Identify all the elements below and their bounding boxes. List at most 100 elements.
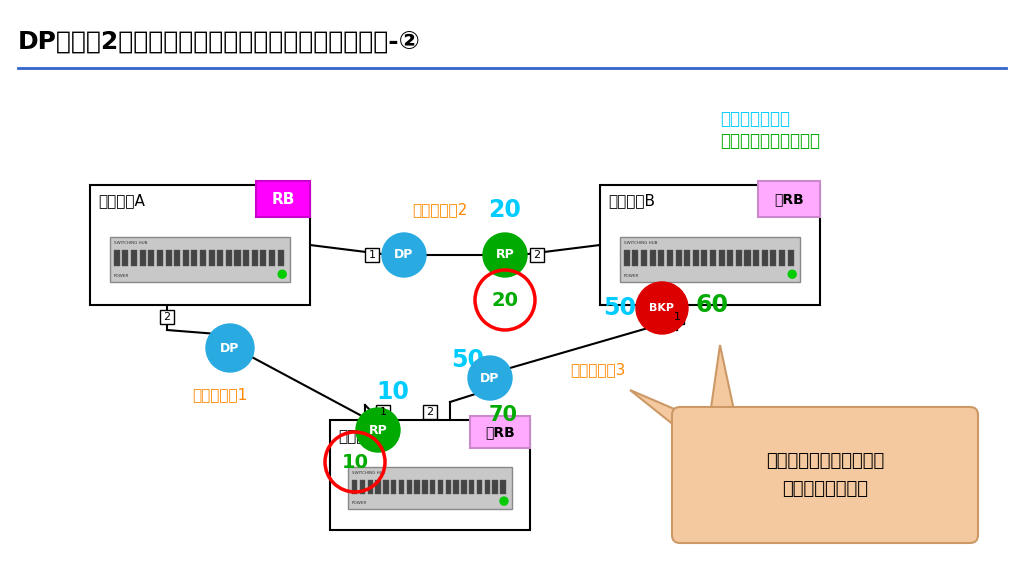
FancyBboxPatch shape bbox=[445, 480, 451, 495]
FancyBboxPatch shape bbox=[500, 480, 506, 495]
Text: SWITCHING HUB: SWITCHING HUB bbox=[352, 471, 385, 475]
FancyBboxPatch shape bbox=[123, 250, 128, 266]
Text: 非RB: 非RB bbox=[774, 192, 804, 206]
Text: スイッチB: スイッチB bbox=[608, 193, 655, 208]
FancyBboxPatch shape bbox=[493, 480, 498, 495]
Text: BKP: BKP bbox=[649, 303, 675, 313]
FancyBboxPatch shape bbox=[398, 480, 404, 495]
Text: スイッチA: スイッチA bbox=[98, 193, 144, 208]
FancyBboxPatch shape bbox=[469, 480, 474, 495]
FancyBboxPatch shape bbox=[530, 248, 544, 262]
Text: セグメント1: セグメント1 bbox=[193, 387, 248, 403]
Text: 10: 10 bbox=[341, 452, 369, 472]
FancyBboxPatch shape bbox=[438, 480, 443, 495]
FancyBboxPatch shape bbox=[252, 250, 258, 266]
FancyBboxPatch shape bbox=[182, 250, 188, 266]
FancyBboxPatch shape bbox=[779, 250, 785, 266]
FancyBboxPatch shape bbox=[260, 250, 266, 266]
Text: セグメント2: セグメント2 bbox=[413, 203, 468, 217]
Text: 50: 50 bbox=[603, 296, 637, 320]
FancyBboxPatch shape bbox=[90, 185, 310, 305]
FancyBboxPatch shape bbox=[407, 480, 412, 495]
FancyBboxPatch shape bbox=[477, 480, 482, 495]
Text: 70: 70 bbox=[488, 405, 517, 425]
FancyBboxPatch shape bbox=[157, 250, 163, 266]
Text: POWER: POWER bbox=[352, 501, 368, 505]
Text: 2: 2 bbox=[164, 312, 171, 322]
FancyBboxPatch shape bbox=[330, 420, 530, 530]
Text: RB: RB bbox=[271, 192, 295, 206]
Circle shape bbox=[382, 233, 426, 277]
Text: セグメント3: セグメント3 bbox=[570, 363, 626, 377]
Text: スイッチC: スイッチC bbox=[338, 428, 385, 443]
Text: 非RB: 非RB bbox=[485, 425, 515, 439]
FancyBboxPatch shape bbox=[269, 250, 275, 266]
FancyBboxPatch shape bbox=[422, 480, 428, 495]
FancyBboxPatch shape bbox=[633, 250, 638, 266]
FancyBboxPatch shape bbox=[667, 250, 673, 266]
Text: 10: 10 bbox=[377, 380, 410, 404]
Text: SWITCHING HUB: SWITCHING HUB bbox=[624, 241, 657, 244]
FancyBboxPatch shape bbox=[461, 480, 467, 495]
Circle shape bbox=[788, 270, 797, 278]
Circle shape bbox=[636, 282, 688, 334]
FancyBboxPatch shape bbox=[191, 250, 198, 266]
FancyBboxPatch shape bbox=[454, 480, 459, 495]
FancyBboxPatch shape bbox=[727, 250, 733, 266]
Text: DP: DP bbox=[394, 248, 414, 261]
Polygon shape bbox=[630, 390, 700, 430]
Text: 1: 1 bbox=[380, 407, 386, 417]
Text: RP: RP bbox=[496, 248, 514, 261]
Text: 1: 1 bbox=[369, 250, 376, 260]
Text: 2: 2 bbox=[534, 250, 541, 260]
FancyBboxPatch shape bbox=[736, 250, 742, 266]
FancyBboxPatch shape bbox=[139, 250, 145, 266]
Polygon shape bbox=[710, 345, 735, 415]
FancyBboxPatch shape bbox=[114, 250, 120, 266]
Text: DPケース2：最小ルートパスコストで決定する場合-②: DPケース2：最小ルートパスコストで決定する場合-② bbox=[18, 30, 421, 54]
FancyBboxPatch shape bbox=[226, 250, 231, 266]
Text: POWER: POWER bbox=[114, 274, 129, 278]
FancyBboxPatch shape bbox=[348, 467, 512, 509]
FancyBboxPatch shape bbox=[131, 250, 137, 266]
FancyBboxPatch shape bbox=[719, 250, 725, 266]
FancyBboxPatch shape bbox=[365, 248, 379, 262]
FancyBboxPatch shape bbox=[684, 250, 690, 266]
Text: 2: 2 bbox=[426, 407, 433, 417]
Text: POWER: POWER bbox=[624, 274, 639, 278]
Circle shape bbox=[206, 324, 254, 372]
FancyBboxPatch shape bbox=[658, 250, 665, 266]
FancyBboxPatch shape bbox=[701, 250, 708, 266]
FancyBboxPatch shape bbox=[391, 480, 396, 495]
FancyBboxPatch shape bbox=[484, 480, 490, 495]
FancyBboxPatch shape bbox=[676, 250, 682, 266]
FancyBboxPatch shape bbox=[209, 250, 215, 266]
FancyBboxPatch shape bbox=[352, 480, 357, 495]
FancyBboxPatch shape bbox=[148, 250, 155, 266]
FancyBboxPatch shape bbox=[200, 250, 206, 266]
FancyBboxPatch shape bbox=[166, 250, 172, 266]
Text: DP: DP bbox=[480, 372, 500, 384]
FancyBboxPatch shape bbox=[359, 480, 366, 495]
Text: 50: 50 bbox=[452, 348, 484, 372]
FancyBboxPatch shape bbox=[787, 250, 794, 266]
FancyBboxPatch shape bbox=[430, 480, 435, 495]
FancyBboxPatch shape bbox=[762, 250, 768, 266]
Text: 20: 20 bbox=[488, 198, 521, 222]
FancyBboxPatch shape bbox=[641, 250, 647, 266]
FancyBboxPatch shape bbox=[624, 250, 630, 266]
Text: ここのルートパスコスト
を見る訳ではない: ここのルートパスコスト を見る訳ではない bbox=[766, 452, 884, 498]
FancyBboxPatch shape bbox=[693, 250, 698, 266]
FancyBboxPatch shape bbox=[753, 250, 759, 266]
FancyBboxPatch shape bbox=[174, 250, 180, 266]
FancyBboxPatch shape bbox=[383, 480, 389, 495]
FancyBboxPatch shape bbox=[256, 181, 310, 217]
Text: 60: 60 bbox=[695, 293, 728, 317]
FancyBboxPatch shape bbox=[670, 310, 684, 324]
FancyBboxPatch shape bbox=[600, 185, 820, 305]
Text: RP: RP bbox=[369, 424, 387, 437]
FancyBboxPatch shape bbox=[368, 480, 373, 495]
FancyBboxPatch shape bbox=[470, 416, 530, 448]
FancyBboxPatch shape bbox=[423, 405, 437, 419]
FancyBboxPatch shape bbox=[278, 250, 284, 266]
